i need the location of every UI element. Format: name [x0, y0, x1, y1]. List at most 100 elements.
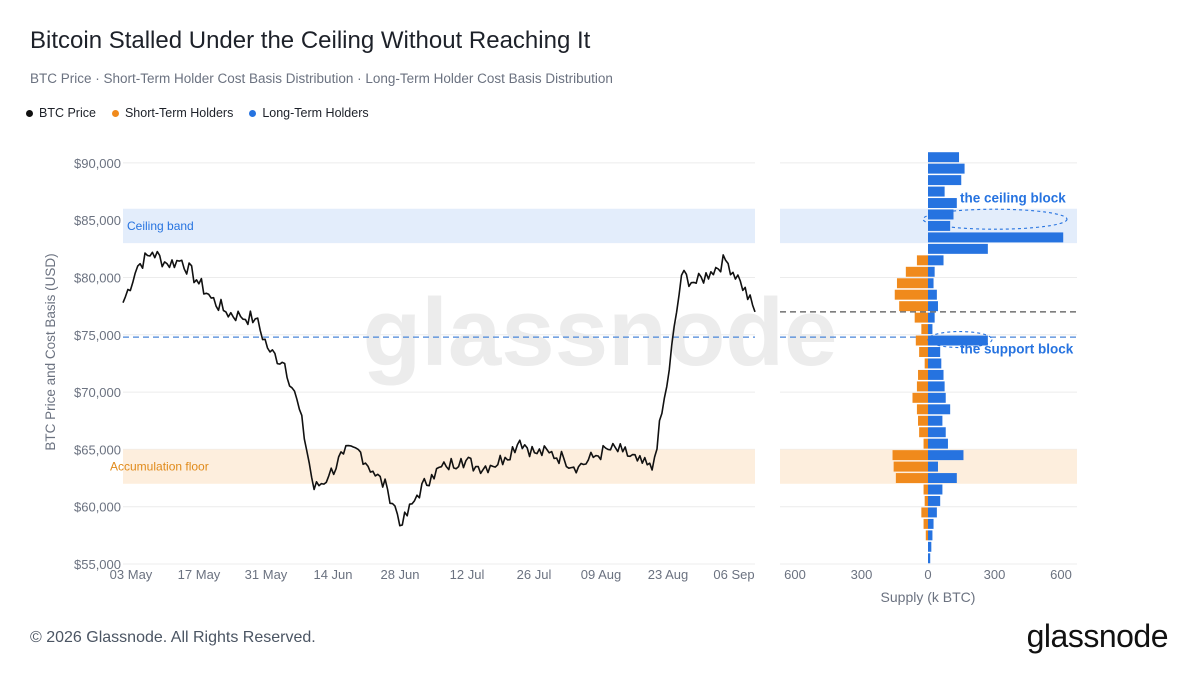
x-tick-label: 14 Jun [313, 567, 352, 582]
legend-item-long-term-holders[interactable]: Long-Term Holders [249, 106, 369, 120]
x-tick-label: 31 May [245, 567, 288, 582]
sth-bar [893, 461, 928, 472]
lth-bar [928, 495, 941, 506]
lth-bar [928, 518, 934, 529]
x-tick-label: 23 Aug [648, 567, 689, 582]
sth-bar [924, 495, 928, 506]
side-x-tick-label: 600 [784, 567, 806, 582]
sth-bar [912, 392, 928, 403]
sth-bar [916, 255, 928, 266]
sth-bar [924, 358, 928, 369]
side-x-tick-label: 0 [924, 567, 931, 582]
chart-subtitle: BTC Price · Short-Term Holder Cost Basis… [30, 71, 613, 86]
legend-label: Short-Term Holders [124, 106, 234, 120]
lth-bar [928, 507, 937, 518]
btc-price-line [122, 250, 756, 527]
legend-label: Long-Term Holders [262, 106, 369, 120]
lth-bar [928, 415, 943, 426]
lth-bar [928, 541, 932, 552]
sth-bar [914, 312, 928, 323]
sth-bar [896, 278, 928, 289]
x-tick-label: 06 Sep [713, 567, 754, 582]
ceiling-band [123, 208, 755, 244]
lth-bar [928, 232, 1064, 243]
lth-bar [928, 163, 965, 174]
legend-swatch-long-term-holders [249, 109, 257, 117]
lth-bar [928, 347, 941, 357]
lth-bar [928, 209, 954, 220]
y-tick-label: $75,000 [74, 328, 121, 343]
lth-bar [928, 324, 933, 335]
sth-bar [921, 507, 928, 518]
legend-item-btc-price[interactable]: BTC Price [26, 106, 96, 120]
legend-label: BTC Price [39, 106, 96, 120]
lth-bar [928, 266, 935, 277]
y-tick-label: $60,000 [74, 500, 121, 515]
ceiling-block-highlight [922, 208, 1068, 230]
sth-bar [918, 369, 928, 380]
lth-bar [928, 198, 957, 209]
sth-bar [899, 301, 928, 312]
support-block-annotation: the support block [960, 342, 1074, 357]
sth-bar [918, 415, 928, 426]
x-tick-label: 09 Aug [581, 567, 622, 582]
y-tick-label: $90,000 [74, 156, 121, 171]
side-x-axis-label: Supply (k BTC) [881, 589, 976, 605]
lth-bar [928, 484, 943, 495]
lth-bar [928, 450, 964, 461]
lth-bar [928, 152, 960, 163]
legend-swatch-btc-price [26, 109, 33, 117]
sth-bar [921, 324, 928, 335]
y-tick-label: $65,000 [74, 442, 121, 457]
legend-item-short-term-holders[interactable]: Short-Term Holders [111, 106, 234, 120]
watermark-text: glassnode [363, 279, 838, 386]
lth-bar [928, 289, 937, 300]
sth-bar [892, 450, 928, 461]
sth-bar [923, 518, 928, 529]
lth-bar [928, 461, 938, 472]
accumulation-floor-label: Accumulation floor [110, 459, 209, 473]
lth-bar [928, 381, 945, 392]
sth-bar [923, 438, 928, 449]
sth-bar [919, 427, 928, 438]
lth-bar [928, 392, 946, 403]
lth-bar [928, 438, 948, 449]
brand-logo: glassnode [1026, 618, 1169, 654]
x-tick-label: 12 Jul [450, 567, 485, 582]
lth-bar [928, 255, 944, 266]
x-tick-label: 26 Jul [517, 567, 552, 582]
lth-bar [928, 427, 946, 438]
lth-bar [928, 186, 945, 197]
lth-bar [928, 553, 931, 564]
x-tick-label: 28 Jun [380, 567, 419, 582]
x-tick-label: 03 May [110, 567, 153, 582]
lth-bar [928, 312, 935, 323]
sth-bar [916, 404, 928, 415]
y-axis-label: BTC Price and Cost Basis (USD) [43, 253, 58, 450]
lth-bar [928, 335, 988, 346]
x-tick-label: 17 May [178, 567, 221, 582]
lth-bar [928, 243, 988, 254]
sth-bar [925, 530, 928, 541]
copyright-text: © 2026 Glassnode. All Rights Reserved. [30, 629, 316, 646]
sth-bar [894, 289, 928, 300]
lth-bar [928, 473, 957, 484]
lth-bar [928, 404, 951, 415]
side-x-tick-label: 300 [851, 567, 873, 582]
sth-bar [919, 347, 928, 357]
legend-swatch-short-term-holders [111, 109, 119, 117]
sth-bar [916, 381, 928, 392]
sth-bar [915, 335, 928, 346]
lth-bar [928, 220, 951, 231]
lth-bar [928, 358, 942, 369]
y-tick-label: $85,000 [74, 213, 121, 228]
y-tick-label: $80,000 [74, 271, 121, 286]
ceiling-band-label: Ceiling band [127, 219, 194, 233]
side-x-tick-label: 300 [984, 567, 1006, 582]
lth-bar [928, 301, 938, 312]
sth-bar [923, 484, 928, 495]
sth-bar [895, 473, 928, 484]
lth-bar [928, 175, 962, 186]
legend: BTC Price Short-Term Holders Long-Term H… [26, 106, 369, 120]
